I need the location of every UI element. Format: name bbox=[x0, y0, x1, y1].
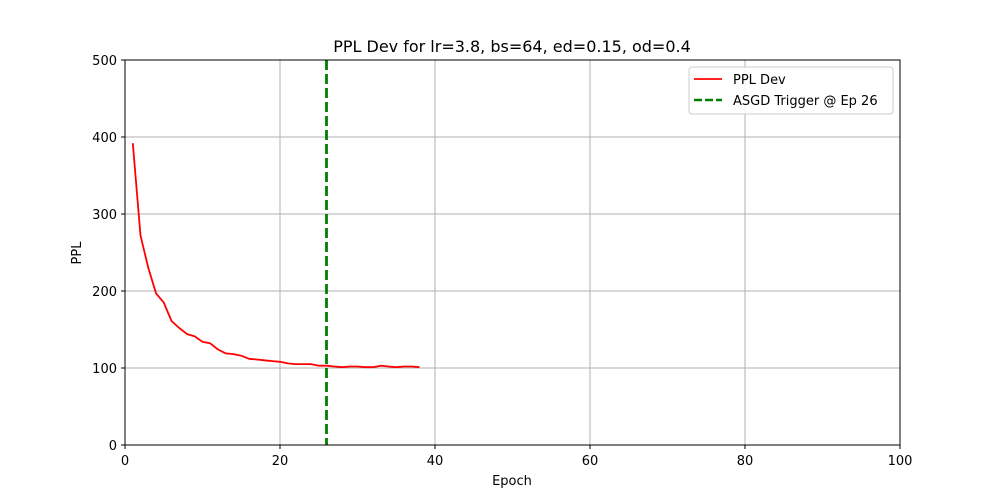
y-tick-label: 200 bbox=[92, 285, 117, 300]
legend-label-asgd-trigger: ASGD Trigger @ Ep 26 bbox=[733, 94, 878, 109]
x-tick-label: 40 bbox=[427, 454, 444, 469]
series-line-ppl-dev bbox=[131, 143, 420, 369]
x-axis-label: Epoch bbox=[492, 474, 532, 489]
x-tick-label: 60 bbox=[582, 454, 599, 469]
ticks: 0 20 40 60 80 100 0 100 200 300 400 500 bbox=[92, 54, 912, 469]
legend-label-ppl-dev: PPL Dev bbox=[733, 73, 786, 88]
x-tick-label: 20 bbox=[272, 454, 289, 469]
y-tick-label: 300 bbox=[92, 208, 117, 223]
legend-box bbox=[688, 66, 894, 115]
y-tick-label: 0 bbox=[109, 439, 117, 454]
grid bbox=[124, 59, 901, 446]
plot-frame bbox=[124, 59, 901, 446]
y-tick-label: 100 bbox=[92, 362, 117, 377]
y-axis-label: PPL bbox=[70, 241, 85, 265]
legend: PPL Dev ASGD Trigger @ Ep 26 bbox=[688, 66, 894, 115]
chart-title: PPL Dev for lr=3.8, bs=64, ed=0.15, od=0… bbox=[333, 37, 691, 56]
x-tick-label: 100 bbox=[888, 454, 913, 469]
y-tick-label: 500 bbox=[92, 54, 117, 69]
x-tick-label: 80 bbox=[737, 454, 754, 469]
y-tick-label: 400 bbox=[92, 131, 117, 146]
x-tick-label: 0 bbox=[121, 454, 129, 469]
plot-lines bbox=[131, 60, 420, 445]
